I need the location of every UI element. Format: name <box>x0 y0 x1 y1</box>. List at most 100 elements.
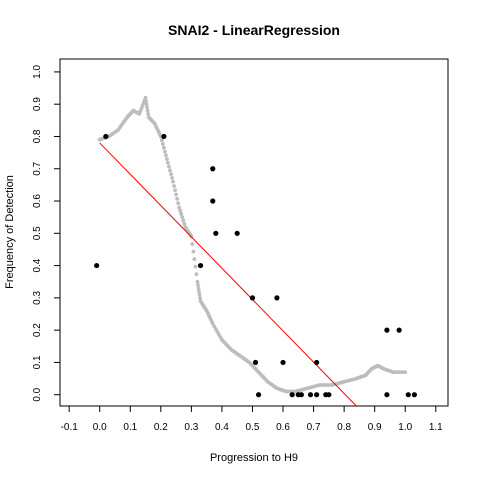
data-point <box>411 392 417 398</box>
smooth-point <box>165 157 169 161</box>
y-tick-label: 0.1 <box>32 355 43 369</box>
smooth-point <box>182 221 187 226</box>
x-tick-label: 1.0 <box>398 422 412 433</box>
smooth-point <box>170 175 174 180</box>
smooth-point <box>191 249 196 254</box>
regression-line-layer <box>99 142 357 407</box>
data-points <box>94 133 417 398</box>
x-tick-label: 0.5 <box>246 422 260 433</box>
y-tick-label: 0.4 <box>32 258 43 272</box>
smooth-point <box>403 370 408 375</box>
data-point <box>289 392 295 398</box>
data-point <box>94 262 100 269</box>
smooth-point <box>180 215 185 220</box>
data-point <box>326 392 332 398</box>
data-point <box>298 392 304 398</box>
data-point <box>249 295 256 301</box>
x-tick-label: 0.8 <box>337 422 351 433</box>
smooth-point <box>171 179 175 184</box>
smooth-point <box>176 201 181 206</box>
smooth-point <box>146 111 150 116</box>
data-point <box>314 392 320 398</box>
y-axis: 0.0 0.1 0.2 0.3 0.4 0.5 0.6 0.7 0.8 0.9 1.0 <box>32 65 61 402</box>
x-tick-label: -0.1 <box>61 422 79 433</box>
smooth-point <box>172 184 176 188</box>
y-axis-label: Frequency of Detection <box>4 175 16 289</box>
y-tick-label: 1.0 <box>32 65 43 79</box>
x-tick-label: 0.0 <box>93 422 107 433</box>
smooth-point <box>145 108 150 113</box>
smooth-point <box>192 257 197 262</box>
smooth-point <box>195 279 200 284</box>
data-point <box>210 166 216 172</box>
data-point <box>161 133 167 140</box>
smooth-point <box>161 145 166 150</box>
smooth-point <box>175 196 180 201</box>
x-axis: -0.1 0.0 0.1 0.2 0.3 0.4 0.5 0.6 0.7 0.8 0.9 1.0 1.1 <box>61 405 443 433</box>
data-point <box>274 295 280 301</box>
x-tick-label: 0.6 <box>276 422 290 433</box>
smooth-point <box>144 102 149 107</box>
smooth-point <box>166 160 170 165</box>
regression-line <box>99 142 357 407</box>
smooth-point <box>198 295 202 300</box>
smooth-curve <box>97 95 408 394</box>
smooth-point <box>167 164 171 169</box>
data-point <box>103 133 109 140</box>
data-point <box>384 392 390 398</box>
x-tick-label: 0.3 <box>184 422 198 433</box>
smooth-point <box>196 283 200 287</box>
data-point <box>234 230 240 236</box>
data-point <box>405 392 411 398</box>
y-tick-label: 0.3 <box>32 290 43 304</box>
smooth-point <box>160 142 165 146</box>
x-tick-label: 0.7 <box>307 422 321 433</box>
smooth-point <box>173 188 177 193</box>
x-tick-label: 1.1 <box>429 422 443 433</box>
y-tick-label: 0.0 <box>32 387 43 401</box>
data-point <box>280 359 286 366</box>
y-tick-label: 0.2 <box>32 323 43 337</box>
x-axis-label: Progression to H9 <box>210 452 298 464</box>
smooth-point <box>190 242 195 246</box>
plot-frame <box>59 58 449 407</box>
smooth-point <box>174 192 178 197</box>
smooth-point <box>177 205 182 210</box>
smooth-point <box>169 172 173 177</box>
y-tick-label: 0.7 <box>32 161 43 175</box>
y-tick-label: 0.6 <box>32 194 43 208</box>
smooth-point <box>197 289 201 294</box>
x-tick-label: 0.4 <box>215 422 229 433</box>
data-point <box>197 262 204 269</box>
smooth-point <box>144 99 148 103</box>
data-point <box>255 392 262 398</box>
smooth-point <box>179 212 184 216</box>
data-point <box>213 230 219 236</box>
smooth-point <box>162 149 167 154</box>
data-point <box>252 359 259 366</box>
smooth-point <box>159 138 164 143</box>
smooth-point <box>193 264 198 269</box>
y-tick-label: 0.5 <box>32 226 43 240</box>
smooth-point <box>168 168 172 173</box>
data-point <box>307 392 314 398</box>
smooth-point <box>178 208 183 213</box>
smooth-point <box>143 95 148 100</box>
smooth-point <box>197 292 202 297</box>
x-tick-label: 0.2 <box>154 422 168 433</box>
y-tick-label: 0.8 <box>32 129 43 143</box>
smooth-point <box>145 105 149 110</box>
y-tick-label: 0.9 <box>32 97 43 111</box>
smooth-point <box>181 218 186 223</box>
smooth-point <box>196 286 201 291</box>
data-point <box>314 359 320 366</box>
x-tick-label: 0.9 <box>368 422 382 433</box>
smooth-point <box>194 272 199 277</box>
data-point <box>384 327 390 333</box>
data-point <box>210 198 216 204</box>
chart-title: SNAI2 - LinearRegression <box>168 22 340 38</box>
data-point <box>396 327 402 333</box>
x-tick-label: 0.1 <box>123 422 137 433</box>
smooth-point <box>164 153 168 158</box>
